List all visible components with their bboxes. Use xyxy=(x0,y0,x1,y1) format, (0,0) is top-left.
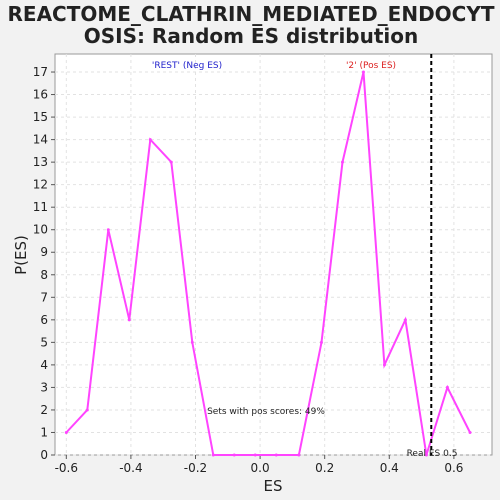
x-tick-label: 0.6 xyxy=(444,461,463,475)
es-data-point xyxy=(468,430,472,434)
series-layer xyxy=(64,54,472,457)
x-tick-label: -0.4 xyxy=(119,461,142,475)
y-tick-label: 14 xyxy=(33,133,48,147)
es-data-point xyxy=(319,340,323,344)
x-tick-label: -0.2 xyxy=(184,461,207,475)
es-data-point xyxy=(148,138,152,142)
chart-title-line-2: OSIS: Random ES distribution xyxy=(84,24,419,48)
es-data-point xyxy=(85,408,89,412)
x-tick-label: 0.4 xyxy=(380,461,399,475)
y-tick-label: 0 xyxy=(40,448,48,462)
x-tick-label: 0.2 xyxy=(315,461,334,475)
y-axis-label: P(ES) xyxy=(12,235,30,275)
es-data-point xyxy=(232,453,236,457)
y-tick-label: 13 xyxy=(33,155,48,169)
es-data-point xyxy=(403,318,407,322)
es-data-point xyxy=(340,160,344,164)
es-data-point xyxy=(190,340,194,344)
es-data-point xyxy=(169,160,173,164)
y-tick-label: 7 xyxy=(40,290,48,304)
y-tick-label: 11 xyxy=(33,200,48,214)
real-es-label: Real ES 0.5 xyxy=(407,449,458,459)
chart-title-line-1: REACTOME_CLATHRIN_MEDIATED_ENDOCYT xyxy=(8,2,495,26)
es-data-point xyxy=(297,453,301,457)
y-tick-label: 15 xyxy=(33,110,48,124)
es-data-point xyxy=(127,318,131,322)
es-data-point xyxy=(253,453,257,457)
y-tick-label: 5 xyxy=(40,335,48,349)
es-data-point xyxy=(382,363,386,367)
y-tick-label: 10 xyxy=(33,223,48,237)
sets-pos-scores-text: Sets with pos scores: 49% xyxy=(207,407,325,417)
es-distribution-line xyxy=(65,71,471,456)
y-tick-label: 3 xyxy=(40,380,48,394)
y-tick-label: 6 xyxy=(40,313,48,327)
x-axis-label: ES xyxy=(264,477,283,495)
tick-layer: -0.6 -0.4 -0.2 0.0 0.2 0.4 0.60123456789101112… xyxy=(33,65,464,475)
y-tick-label: 4 xyxy=(40,358,48,372)
es-data-point xyxy=(445,385,449,389)
y-tick-label: 9 xyxy=(40,245,48,259)
es-data-point xyxy=(106,228,110,232)
x-tick-label: 0.0 xyxy=(251,461,270,475)
es-data-point xyxy=(361,70,365,74)
y-tick-label: 2 xyxy=(40,403,48,417)
x-tick-label: -0.6 xyxy=(55,461,78,475)
y-tick-label: 17 xyxy=(33,65,48,79)
es-data-point xyxy=(64,430,68,434)
plot-area xyxy=(54,53,493,456)
y-tick-label: 12 xyxy=(33,178,48,192)
es-data-point xyxy=(274,453,278,457)
es-data-point xyxy=(424,453,428,457)
neg-es-label: 'REST' (Neg ES) xyxy=(152,61,222,71)
pos-es-label: '2' (Pos ES) xyxy=(346,61,396,71)
es-data-point xyxy=(211,453,215,457)
y-tick-label: 1 xyxy=(40,425,48,439)
y-tick-label: 8 xyxy=(40,268,48,282)
y-tick-label: 16 xyxy=(33,88,48,102)
